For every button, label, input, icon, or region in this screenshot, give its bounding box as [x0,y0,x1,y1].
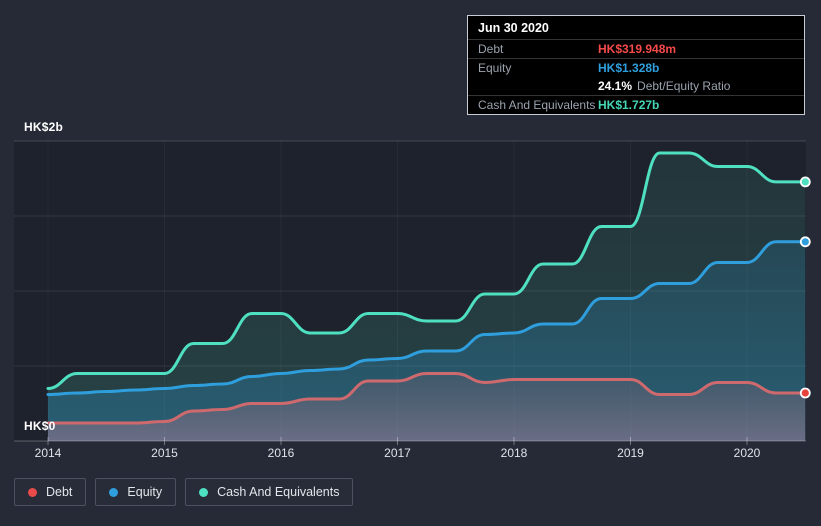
y-axis-label-zero: HK$0 [24,419,56,433]
legend-label-cash: Cash And Equivalents [217,485,340,499]
tooltip-cash-label: Cash And Equivalents [478,98,596,112]
tooltip-ratio-value: 24.1% [598,79,633,93]
tooltip-debt-label: Debt [478,42,504,56]
debt-dot-icon [28,487,37,497]
tooltip-equity-value: HK$1.328b [598,61,660,75]
x-axis-label-2016: 2016 [267,446,295,460]
tooltip-ratio-label: Debt/Equity Ratio [637,79,731,93]
tooltip-row-debt: Debt HK$319.948m [468,39,804,58]
chart-legend: Debt Equity Cash And Equivalents [14,478,354,506]
legend-label-equity: Equity [127,485,163,499]
equity-dot-icon [109,487,119,497]
x-axis-label-2018: 2018 [500,446,528,460]
tooltip-date: Jun 30 2020 [478,21,549,35]
tooltip-debt-value: HK$319.948m [598,42,677,56]
x-axis-label-2017: 2017 [384,446,411,460]
x-axis-label-2019: 2019 [617,446,644,460]
legend-item-equity[interactable]: Equity [95,478,177,506]
x-axis-label-2015: 2015 [151,446,178,460]
legend-label-debt: Debt [46,485,73,499]
chart-tooltip: Jun 30 2020 Debt HK$319.948m Equity HK$1… [467,15,805,115]
tooltip-row-ratio: 24.1% Debt/Equity Ratio [468,77,804,95]
legend-item-cash[interactable]: Cash And Equivalents [185,478,354,506]
tooltip-equity-label: Equity [478,61,512,75]
tooltip-row-cash: Cash And Equivalents HK$1.727b [468,95,804,114]
x-axis-label-2014: 2014 [34,446,62,460]
tooltip-row-equity: Equity HK$1.328b [468,58,804,77]
tooltip-ratio: 24.1% Debt/Equity Ratio [598,79,730,93]
x-axis-label-2020: 2020 [733,446,761,460]
cash-dot-icon [199,487,209,497]
tooltip-cash-value: HK$1.727b [598,98,660,112]
y-axis-label-top: HK$2b [24,120,64,134]
legend-item-debt[interactable]: Debt [14,478,87,506]
